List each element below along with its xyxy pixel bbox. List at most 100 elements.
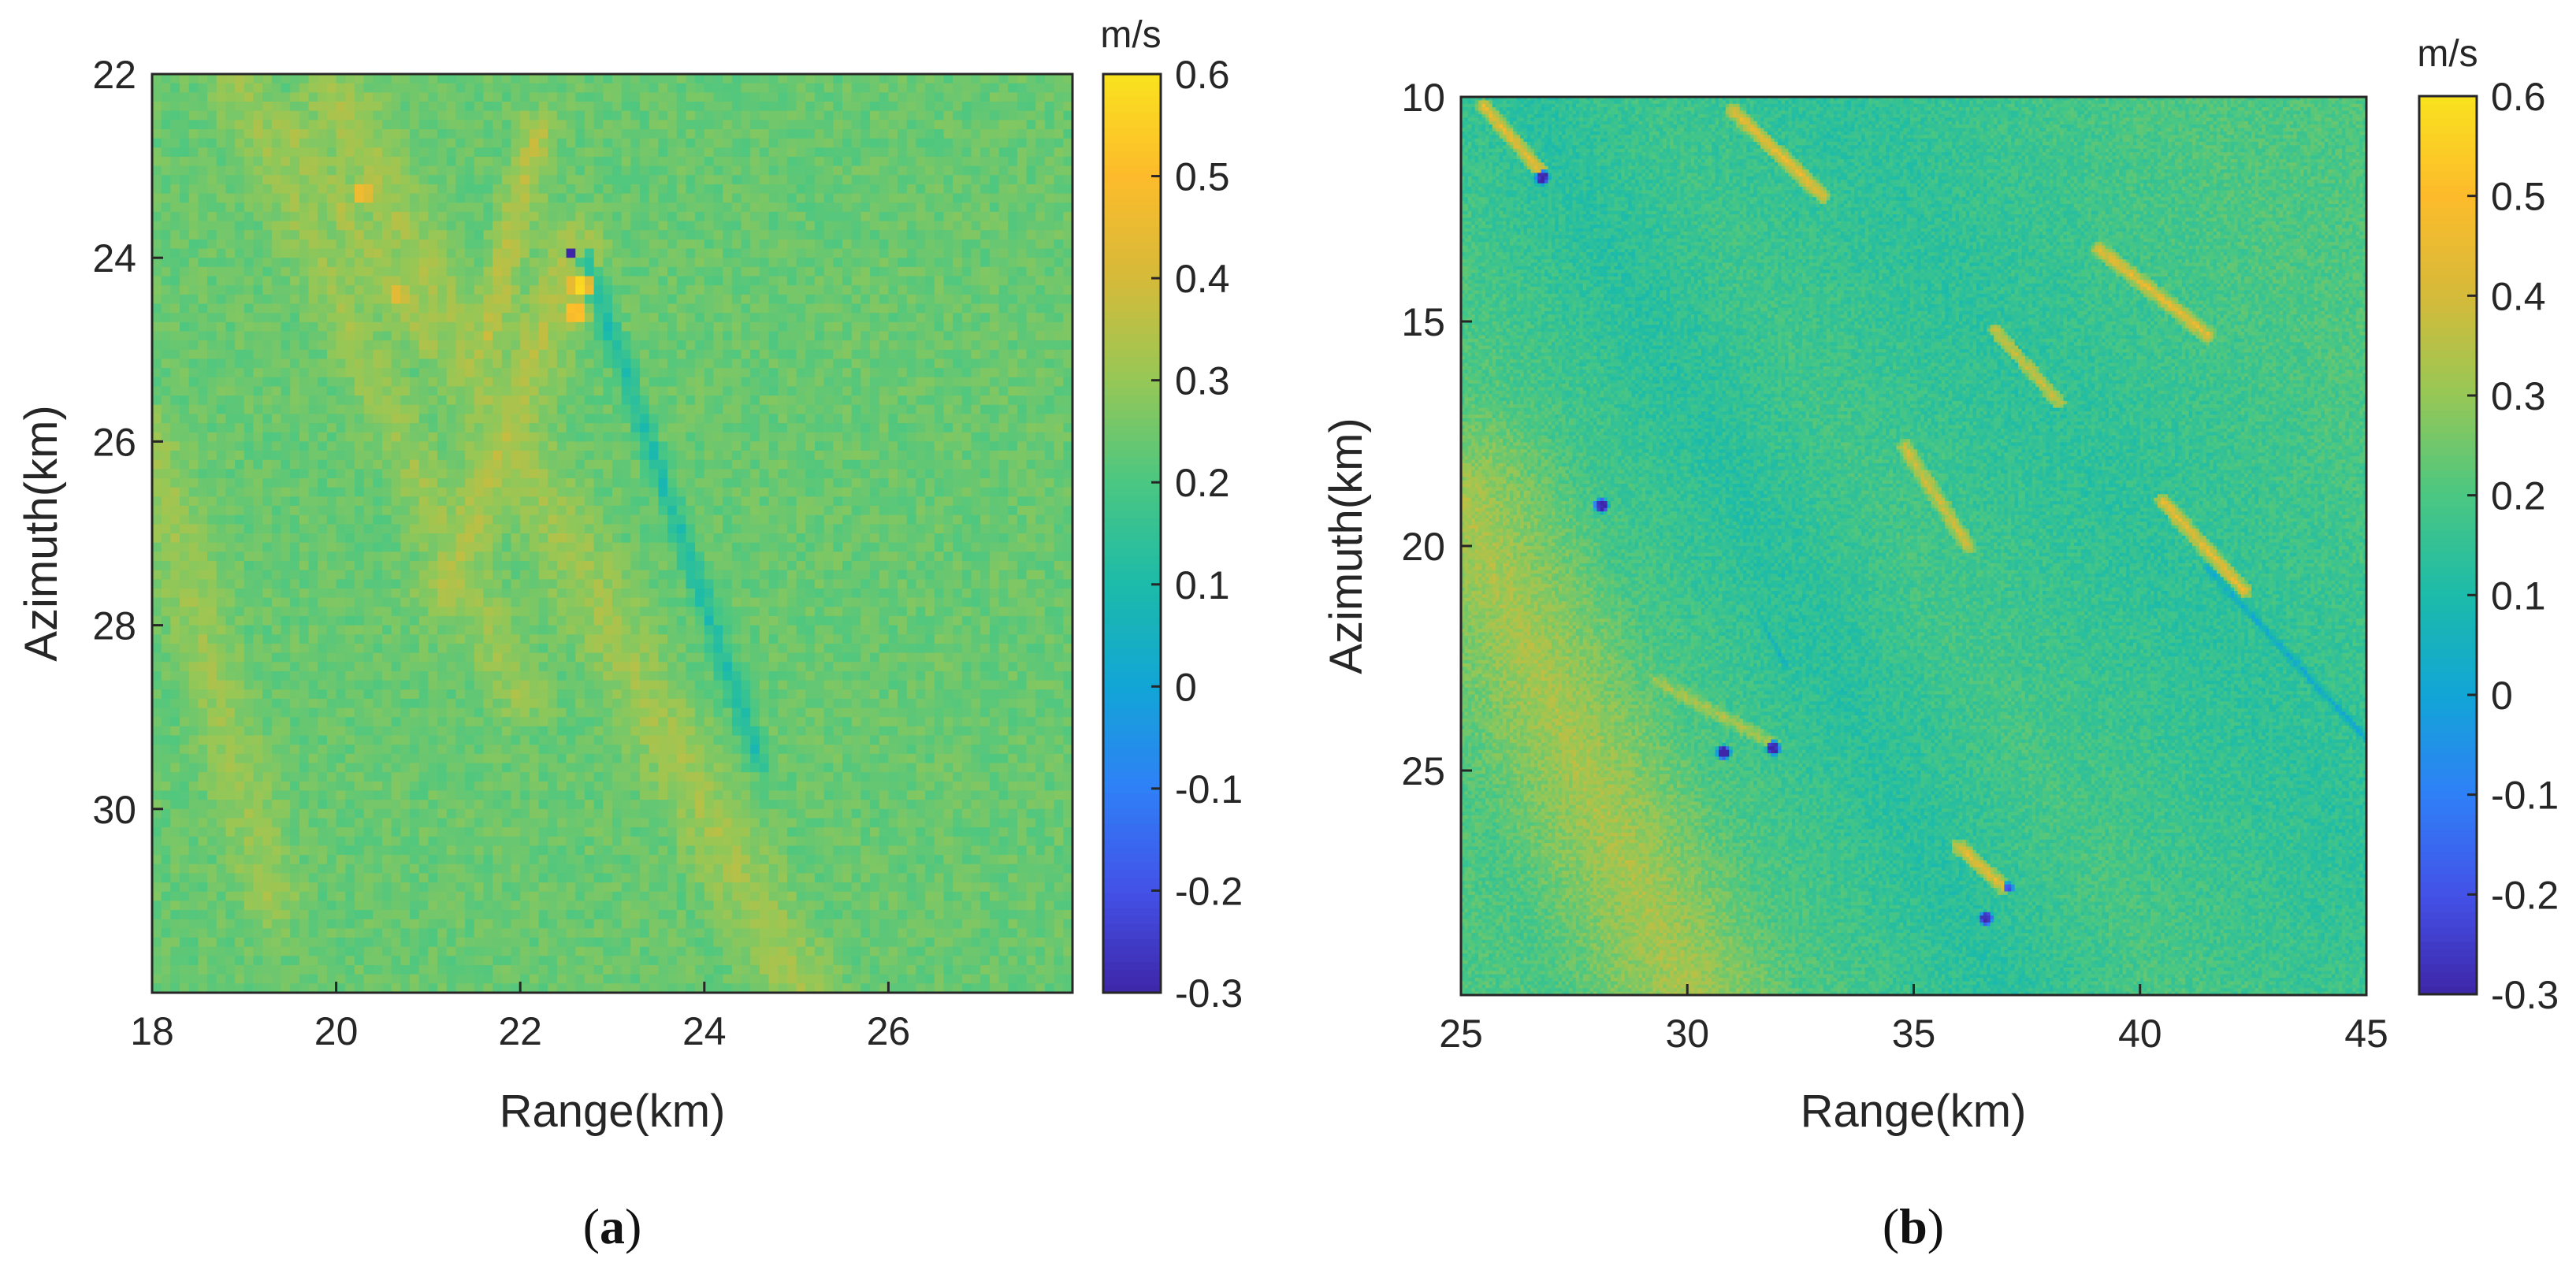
heatmap-cell [916, 102, 925, 111]
heatmap-cell [713, 102, 723, 111]
heatmap-cell [723, 74, 732, 84]
heatmap-cell [778, 74, 787, 84]
heatmap-cell [539, 84, 548, 93]
heatmap-cell [455, 74, 465, 84]
heatmap-cell [980, 92, 990, 102]
heatmap-cell [162, 92, 171, 102]
heatmap-cell [640, 92, 649, 102]
heatmap-cell [916, 74, 925, 84]
heatmap-cell [419, 102, 429, 111]
heatmap-cell [493, 74, 502, 84]
heatmap-cell [345, 92, 355, 102]
heatmap-cell [364, 111, 374, 121]
heatmap-cell [225, 74, 235, 84]
heatmap-cell [327, 92, 336, 102]
heatmap-cell [170, 102, 180, 111]
heatmap-cell [152, 111, 162, 121]
heatmap-cell [548, 102, 557, 111]
heatmap-cell [483, 74, 493, 84]
heatmap-cell [309, 74, 318, 84]
heatmap-cell [189, 92, 199, 102]
heatmap-cell [170, 74, 180, 84]
heatmap-cell [760, 74, 769, 84]
heatmap-cell [898, 74, 907, 84]
heatmap-cell [299, 111, 309, 121]
heatmap-cell [1035, 74, 1045, 84]
heatmap-cell [603, 102, 612, 111]
heatmap-cell [428, 74, 437, 84]
heatmap-cell [502, 84, 511, 93]
heatmap-cell [207, 102, 217, 111]
heatmap-cell [1054, 84, 1064, 93]
heatmap-cell [447, 102, 456, 111]
heatmap-cell [879, 84, 889, 93]
heatmap-cell [493, 111, 502, 121]
heatmap-cell [658, 92, 667, 102]
heatmap-cell [180, 92, 189, 102]
heatmap-cell [410, 102, 419, 111]
heatmap-cell [162, 111, 171, 121]
heatmap-cell [622, 84, 631, 93]
heatmap-cell [713, 92, 723, 102]
heatmap-cell [888, 92, 898, 102]
heatmap-cell [686, 92, 695, 102]
heatmap-cell [244, 102, 254, 111]
heatmap-cell [612, 74, 622, 84]
heatmap-cell [575, 84, 585, 93]
heatmap-cell [281, 74, 291, 84]
heatmap-cell [253, 84, 262, 93]
heatmap-cell [805, 102, 815, 111]
heatmap-cell [769, 102, 779, 111]
heatmap-cell [833, 102, 842, 111]
heatmap-cell [732, 84, 742, 93]
heatmap-cell [299, 92, 309, 102]
heatmap-cell [244, 111, 254, 121]
heatmap-cell [575, 102, 585, 111]
heatmap-cell [999, 74, 1009, 84]
heatmap-cell [419, 92, 429, 102]
heatmap-cell [327, 84, 336, 93]
heatmap-cell [465, 92, 474, 102]
heatmap-cell [686, 74, 695, 84]
heatmap-cell [1027, 102, 1036, 111]
heatmap-cell [520, 92, 530, 102]
heatmap-cell [898, 102, 907, 111]
heatmap-cell [336, 74, 346, 84]
heatmap-cell [649, 74, 659, 84]
heatmap-cell [677, 74, 686, 84]
heatmap-cell [888, 84, 898, 93]
heatmap-cell [649, 92, 659, 102]
heatmap-cell [345, 84, 355, 93]
heatmap-cell [824, 102, 834, 111]
heatmap-cell [1054, 92, 1064, 102]
heatmap-cell [742, 74, 751, 84]
heatmap-cell [1035, 102, 1045, 111]
heatmap-cell [797, 74, 806, 84]
heatmap-cell [410, 84, 419, 93]
heatmap-cell [474, 84, 484, 93]
heatmap-cell [622, 111, 631, 121]
heatmap-cell [630, 74, 640, 84]
heatmap-cell [225, 102, 235, 111]
heatmap-cell [695, 92, 704, 102]
heatmap-cell [888, 74, 898, 84]
heatmap-cell [824, 84, 834, 93]
heatmap-cell [455, 102, 465, 111]
heatmap-cell [833, 74, 842, 84]
heatmap-cell [548, 84, 557, 93]
heatmap-cell [797, 92, 806, 102]
heatmap-cell [400, 111, 410, 121]
heatmap-cell [778, 102, 787, 111]
heatmap-cell [364, 92, 374, 102]
heatmap-cell [253, 92, 262, 102]
heatmap-cell [520, 84, 530, 93]
heatmap-cell [530, 111, 539, 121]
heatmap-cell [474, 111, 484, 121]
heatmap-cell [594, 92, 604, 102]
heatmap-cell [373, 74, 382, 84]
heatmap-cell [1008, 92, 1017, 102]
heatmap-cell [244, 74, 254, 84]
heatmap-cell [382, 111, 392, 121]
heatmap-cell [630, 111, 640, 121]
heatmap-cell [1017, 102, 1027, 111]
